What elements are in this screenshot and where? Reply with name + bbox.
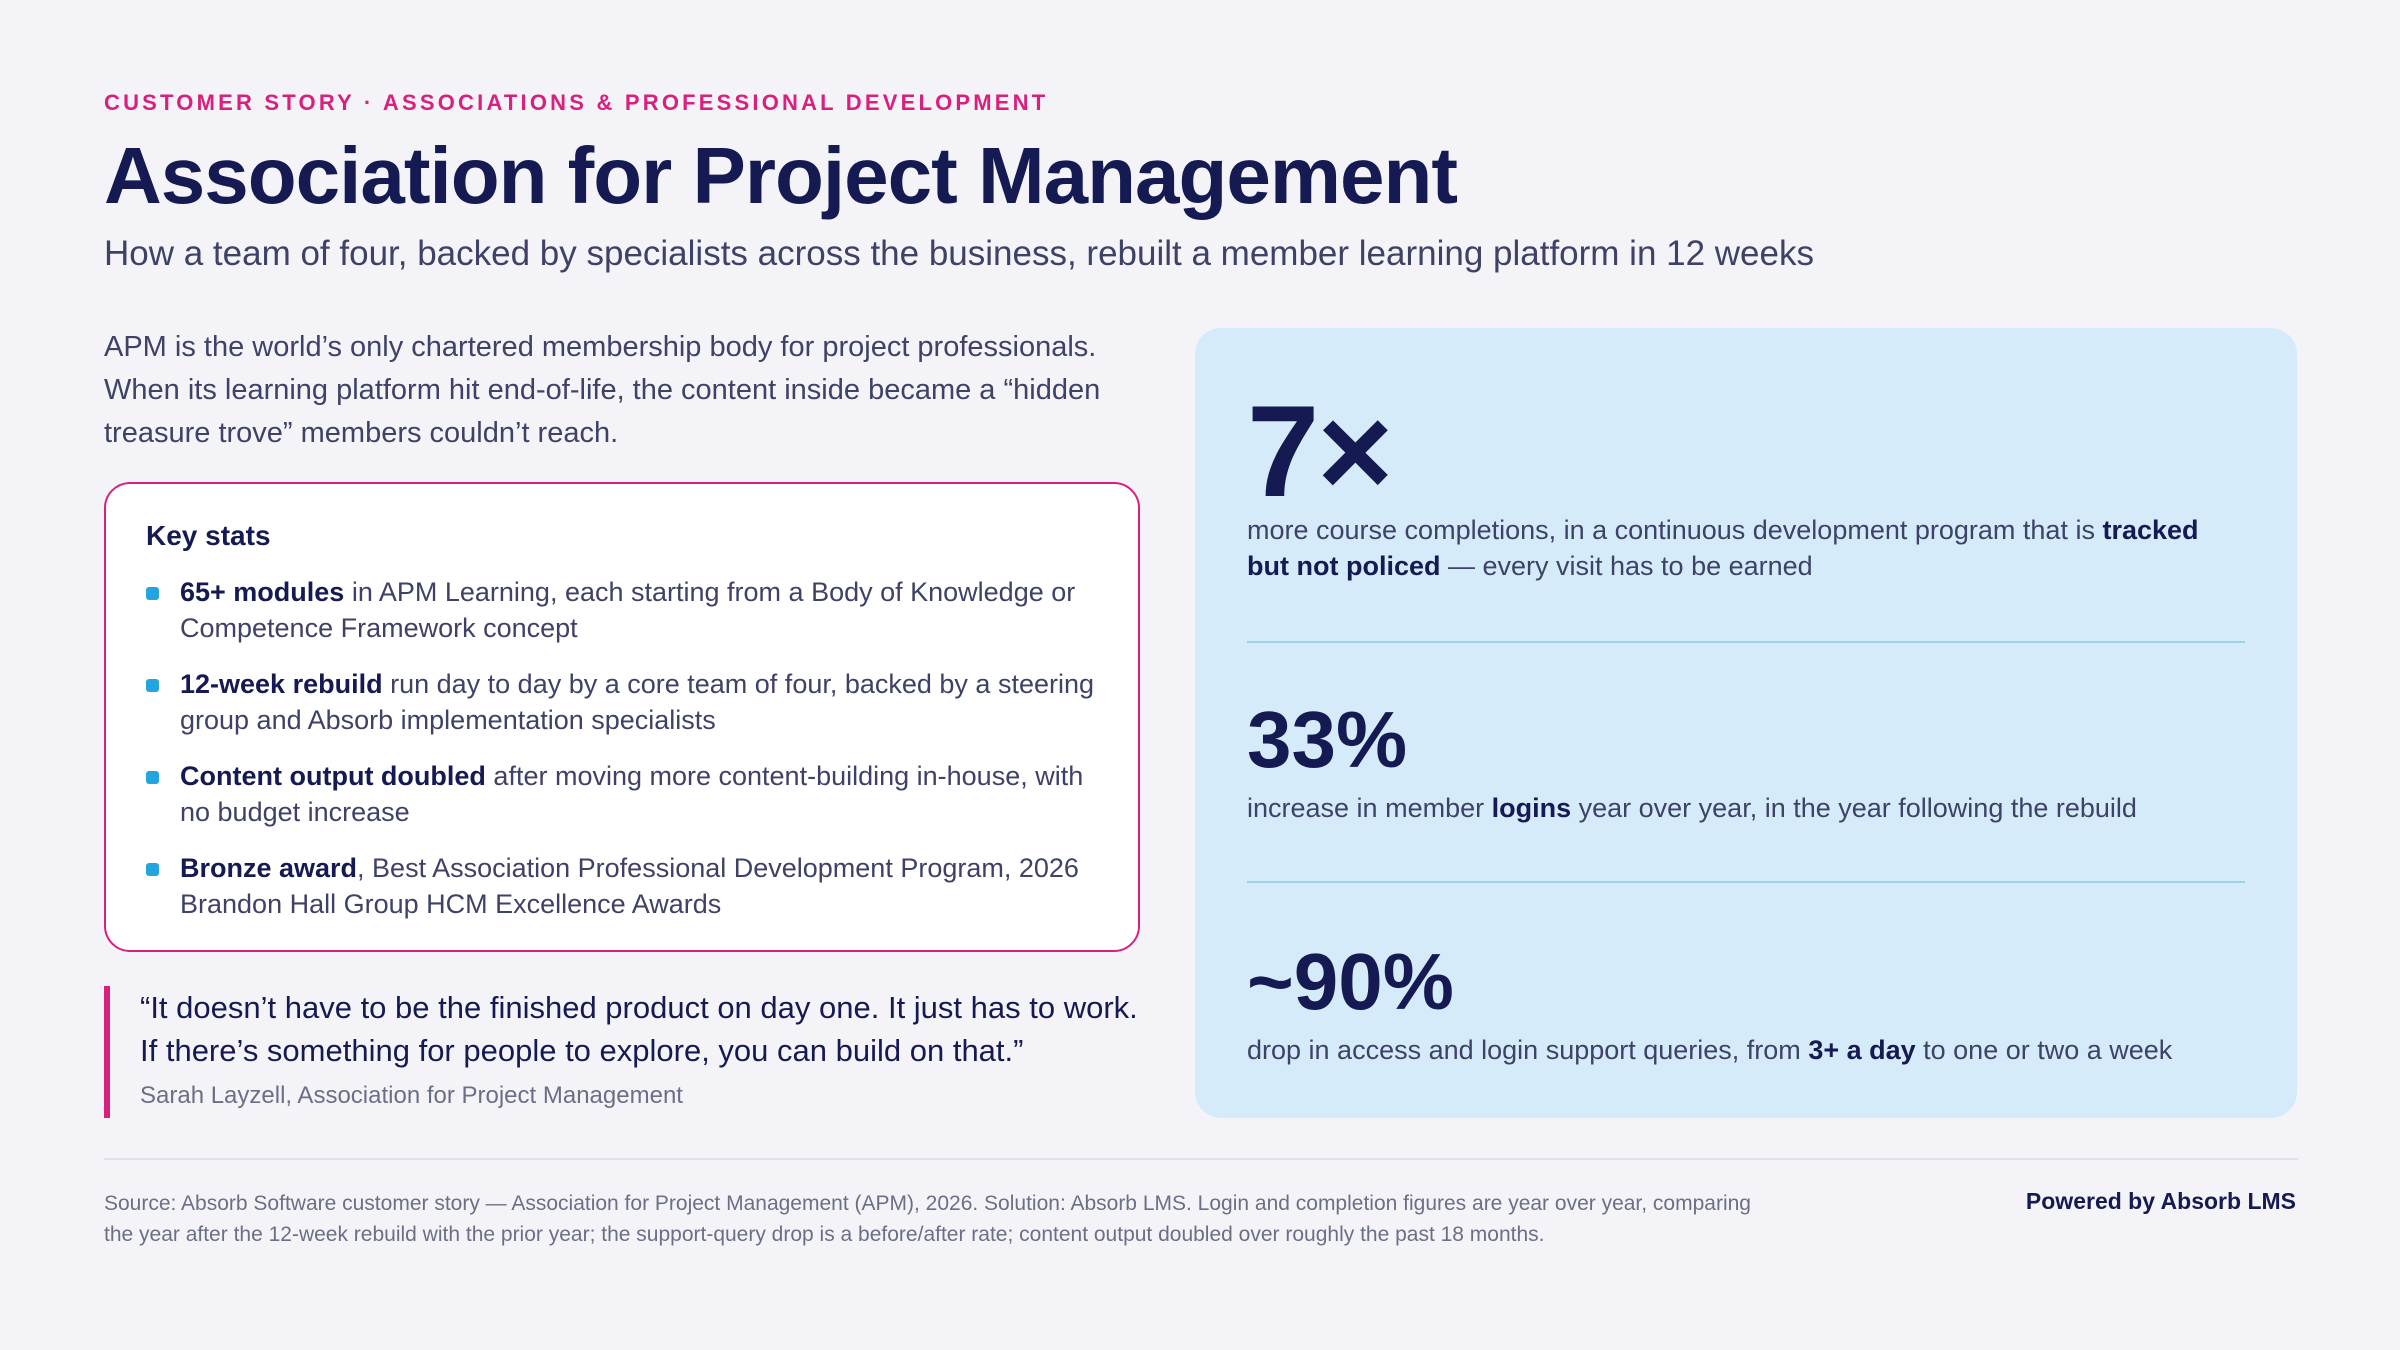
bullet-square-icon: [146, 771, 159, 784]
key-stat-bold: 65+ modules: [180, 577, 345, 607]
metric-desc-bold: tracked but not policed: [1247, 515, 2199, 581]
metric-desc-bold: 3+ a day: [1808, 1035, 1916, 1065]
key-stat-text: run day to day by a core team of four, b…: [180, 669, 1095, 735]
key-stat-text: , Best Association Professional Developm…: [180, 853, 1079, 919]
page-subtitle: How a team of four, backed by specialist…: [104, 234, 1814, 273]
footer-divider: [104, 1158, 2298, 1160]
key-stat-text: after moving more content-building in-ho…: [180, 761, 1084, 827]
bullet-square-icon: [146, 863, 159, 876]
intro-paragraph: APM is the world’s only chartered member…: [104, 331, 1101, 449]
metrics-panel: 7× more course completions, in a continu…: [1195, 328, 2297, 1118]
quote-text: “It doesn’t have to be the finished prod…: [140, 990, 1138, 1068]
key-stat-item: Content output doubled after moving more…: [146, 758, 1098, 830]
metric-desc-text: more course completions, in a continuous…: [1247, 515, 2103, 545]
key-stat-text: in APM Learning, each starting from a Bo…: [180, 577, 1076, 643]
metric-value-completions: 7×: [1247, 378, 1393, 524]
source-note: Source: Absorb Software customer story —…: [104, 1192, 1751, 1246]
metric-desc-completions: more course completions, in a continuous…: [1247, 512, 2247, 584]
key-stat-bold: Bronze award: [180, 853, 358, 883]
metric-desc-bold: logins: [1491, 793, 1572, 823]
metric-desc-text: year over year, in the year following th…: [1571, 793, 2137, 823]
key-stat-item: 12-week rebuild run day to day by a core…: [146, 666, 1098, 738]
metric-divider: [1247, 641, 2245, 643]
quote-attribution: Sarah Layzell, Association for Project M…: [140, 1082, 683, 1109]
bullet-square-icon: [146, 587, 159, 600]
metric-divider: [1247, 881, 2245, 883]
page-title: Association for Project Management: [104, 131, 1458, 220]
metric-value-logins: 33%: [1247, 695, 1408, 784]
metric-value-support: ~90%: [1247, 937, 1454, 1026]
metric-desc-text: drop in access and login support queries…: [1247, 1035, 1809, 1065]
eyebrow: CUSTOMER STORY · ASSOCIATIONS & PROFESSI…: [104, 90, 1049, 115]
key-stat-bold: 12-week rebuild: [180, 669, 383, 699]
key-stats-heading: Key stats: [146, 520, 271, 551]
metric-desc-logins: increase in member logins year over year…: [1247, 790, 2247, 826]
bullet-square-icon: [146, 679, 159, 692]
key-stat-bold: Content output doubled: [180, 761, 486, 791]
metric-desc-text: increase in member: [1247, 793, 1492, 823]
metric-desc-support: drop in access and login support queries…: [1247, 1032, 2247, 1068]
key-stat-item: 65+ modules in APM Learning, each starti…: [146, 574, 1098, 646]
key-stat-item: Bronze award, Best Association Professio…: [146, 850, 1098, 922]
pull-quote: “It doesn’t have to be the finished prod…: [104, 986, 1144, 1118]
powered-by: Powered by Absorb LMS: [2025, 1188, 2296, 1214]
key-stats-box: Key stats 65+ modules in APM Learning, e…: [104, 482, 1140, 952]
metric-desc-text: to one or two a week: [1915, 1035, 2173, 1065]
metric-desc-text: — every visit has to be earned: [1440, 551, 1813, 581]
